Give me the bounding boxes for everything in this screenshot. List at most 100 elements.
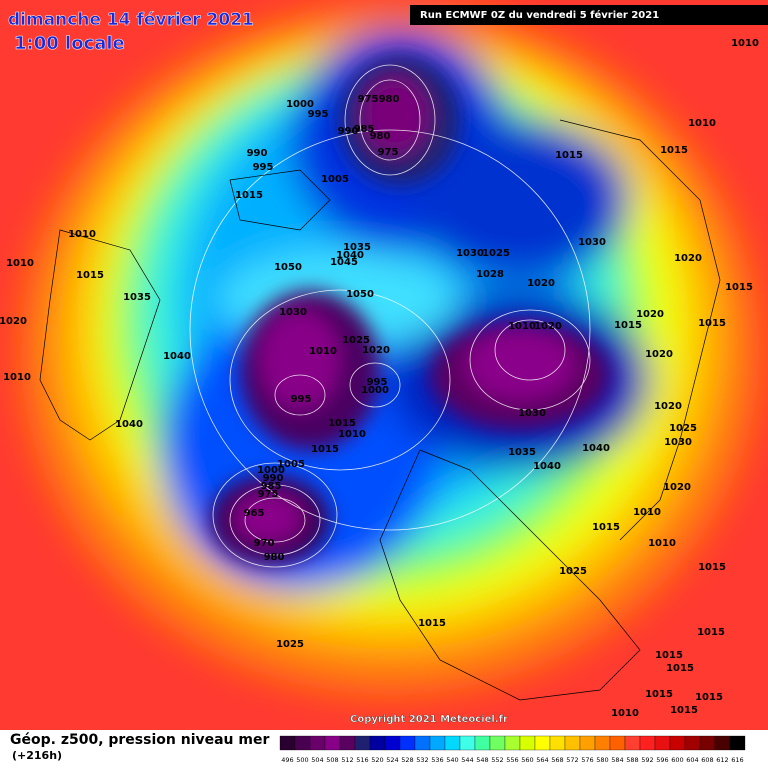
pressure-label: 1020 (645, 349, 673, 360)
pressure-label: 1015 (697, 627, 725, 638)
pressure-label: 980 (379, 94, 400, 105)
legend-swatch (339, 735, 356, 751)
pressure-label: 1035 (123, 292, 151, 303)
legend-tick-label: 556 (506, 756, 518, 764)
pressure-label: 1015 (666, 663, 694, 674)
legend-tick-label: 612 (716, 756, 728, 764)
legend-tick-label: 592 (641, 756, 653, 764)
pressure-label: 1010 (68, 229, 96, 240)
legend-swatch (414, 735, 431, 751)
pressure-label: 1025 (342, 335, 370, 346)
legend-tick-label: 596 (656, 756, 668, 764)
pressure-label: 1015 (614, 320, 642, 331)
legend-swatch (639, 735, 656, 751)
pressure-label: 1010 (508, 321, 536, 332)
pressure-label: 1020 (636, 309, 664, 320)
legend-swatch (429, 735, 446, 751)
pressure-label: 1010 (6, 258, 34, 269)
legend-tick-label: 540 (446, 756, 458, 764)
pressure-label: 1040 (336, 250, 364, 261)
legend-tick-label: 608 (701, 756, 713, 764)
legend-swatch (624, 735, 641, 751)
pressure-label: 1010 (3, 372, 31, 383)
legend-tick-label: 532 (416, 756, 428, 764)
pressure-label: 1020 (674, 253, 702, 264)
copyright: Copyright 2021 Meteociel.fr (350, 714, 508, 725)
legend-swatch (474, 735, 491, 751)
pressure-label: 1030 (518, 408, 546, 419)
legend-swatch (714, 735, 731, 751)
run-box (410, 5, 768, 25)
legend-tick-label: 496 (281, 756, 293, 764)
footer: Géop. z500, pression niveau mer (+216h) … (10, 732, 746, 764)
legend-swatch (279, 735, 296, 751)
pressure-label: 1025 (669, 423, 697, 434)
pressure-label: 1028 (476, 269, 504, 280)
legend-tick-label: 524 (386, 756, 398, 764)
legend-tick-label: 520 (371, 756, 383, 764)
pressure-label: 995 (308, 109, 329, 120)
legend-tick-label: 604 (686, 756, 698, 764)
coastlines (39, 119, 721, 701)
pressure-label: 980 (370, 131, 391, 142)
legend-swatch (594, 735, 611, 751)
pressure-label: 1015 (645, 689, 673, 700)
isobars (189, 64, 591, 568)
legend-tick-label: 588 (626, 756, 638, 764)
pressure-label: 975 (358, 94, 379, 105)
pressure-label: 985 (261, 481, 282, 492)
pressure-label: 1020 (527, 278, 555, 289)
pressure-label: 1000 (257, 465, 285, 476)
legend-tick-label: 600 (671, 756, 683, 764)
pressure-label: 1015 (698, 318, 726, 329)
pressure-label: 1015 (655, 650, 683, 661)
pressure-label: 1040 (582, 443, 610, 454)
color-legend: 496 500 504 508 512 516 520 524 528 532 536 540 544 5… (279, 735, 746, 764)
legend-swatch (489, 735, 506, 751)
legend-tick-label: 568 (551, 756, 563, 764)
pressure-label: 1050 (274, 262, 302, 273)
legend-tick-label: 536 (431, 756, 443, 764)
legend-swatch (444, 735, 461, 751)
pressure-label: 1020 (534, 321, 562, 332)
pressure-label: 1020 (663, 482, 691, 493)
legend-tick-label: 560 (521, 756, 533, 764)
pressure-label: 1040 (115, 419, 143, 430)
pressure-label: 1030 (456, 248, 484, 259)
pressure-label: 1050 (346, 289, 374, 300)
legend-tick-label: 572 (566, 756, 578, 764)
pressure-label: 1020 (0, 316, 27, 327)
legend-swatch (309, 735, 326, 751)
pressure-label: 995 (367, 377, 388, 388)
pressure-label: 965 (244, 508, 265, 519)
pressure-label: 1025 (559, 566, 587, 577)
legend-swatch (324, 735, 341, 751)
legend-tick-label: 544 (461, 756, 473, 764)
legend-tick-label: 500 (296, 756, 308, 764)
map-title: Géop. z500, pression niveau mer (10, 732, 269, 748)
pressure-label: 975 (378, 147, 399, 158)
pressure-label: 1015 (592, 522, 620, 533)
pressure-label: 1015 (725, 282, 753, 293)
legend-swatch (564, 735, 581, 751)
legend-tick-label: 516 (356, 756, 368, 764)
legend-swatch (519, 735, 536, 751)
pressure-label: 1035 (508, 447, 536, 458)
pressure-label: 970 (254, 538, 275, 549)
legend-swatch (684, 735, 701, 751)
legend-tick-label: 512 (341, 756, 353, 764)
pressure-label: 1010 (611, 708, 639, 719)
pressure-label: 1040 (533, 461, 561, 472)
legend-swatch (729, 735, 746, 751)
legend-tick-label: 548 (476, 756, 488, 764)
pressure-label: 1015 (235, 190, 263, 201)
pressure-label: 1015 (670, 705, 698, 716)
legend-swatch (459, 735, 476, 751)
legend-tick-label: 580 (596, 756, 608, 764)
pressure-label: 1015 (660, 145, 688, 156)
pressure-label: 975 (258, 489, 279, 500)
legend-swatch (654, 735, 671, 751)
legend-tick-label: 508 (326, 756, 338, 764)
